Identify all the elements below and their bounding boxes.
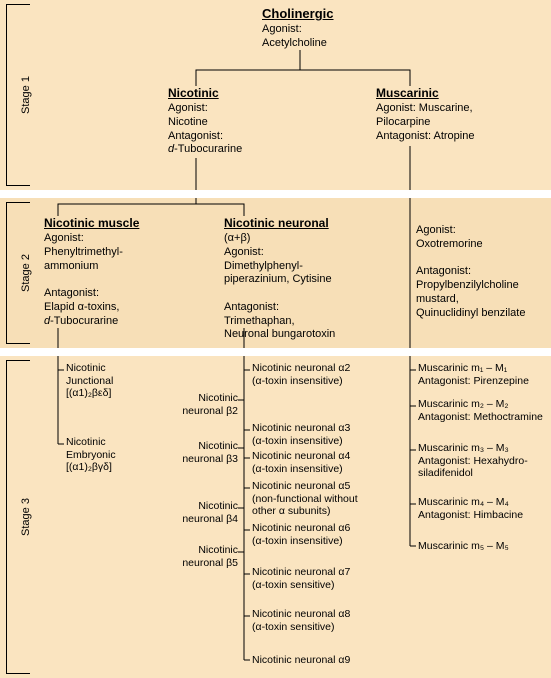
alpha-5: Nicotinic neuronal α5(non-functional wit… xyxy=(252,480,402,518)
alpha-8: Nicotinic neuronal α8(α-toxin sensitive) xyxy=(252,608,402,633)
alpha-6: Nicotinic neuronal α6(α-toxin insensitiv… xyxy=(252,522,402,547)
stage1-bracket: Stage 1 xyxy=(6,4,30,186)
muscarinic-sub-node: Agonist:OxotremorineAntagonist:Propylben… xyxy=(416,222,546,320)
stage1-label: Stage 1 xyxy=(20,72,32,118)
stage3-bracket: Stage 3 xyxy=(6,360,30,674)
alpha-7: Nicotinic neuronal α7(α-toxin sensitive) xyxy=(252,566,402,591)
stage2-label: Stage 2 xyxy=(20,250,32,296)
beta-3: Nicotinicneuronal β3 xyxy=(172,440,238,465)
musc-m3: Muscarinic m₃ – M₃Antagonist: Hexahydro-… xyxy=(418,442,546,480)
beta-4: Nicotinicneuronal β4 xyxy=(172,500,238,525)
beta-2: Nicotinicneuronal β2 xyxy=(172,392,238,417)
nicotinic-neuronal-title: Nicotinic neuronal xyxy=(224,216,384,230)
nicotinic-muscle-desc: Agonist:Phenyltrimethyl-ammoniumAntagoni… xyxy=(44,232,184,328)
alpha-3: Nicotinic neuronal α3(α-toxin insensitiv… xyxy=(252,422,402,447)
beta-5: Nicotinicneuronal β5 xyxy=(172,544,238,569)
nicotinic-muscle-node: Nicotinic muscle Agonist:Phenyltrimethyl… xyxy=(44,216,184,328)
nic-junctional: NicotinicJunctional[(α1)₂βεδ] xyxy=(66,362,166,400)
cholinergic-desc: Agonist:Acetylcholine xyxy=(262,23,432,51)
muscarinic-sub-desc: Agonist:OxotremorineAntagonist:Propylben… xyxy=(416,224,546,320)
alpha-2: Nicotinic neuronal α2(α-toxin insensitiv… xyxy=(252,362,402,387)
stage2-bracket: Stage 2 xyxy=(6,202,30,344)
muscarinic-title: Muscarinic xyxy=(376,86,536,100)
cholinergic-title: Cholinergic xyxy=(262,6,432,21)
muscarinic-desc: Agonist: Muscarine,PilocarpineAntagonist… xyxy=(376,102,536,143)
musc-m1: Muscarinic m₁ – M₁Antagonist: Pirenzepin… xyxy=(418,362,546,387)
alpha-9: Nicotinic neuronal α9 xyxy=(252,654,402,667)
nicotinic-desc: Agonist:NicotineAntagonist:d-Tubocurarin… xyxy=(168,102,318,157)
nicotinic-neuronal-desc: (α+β)Agonist:Dimethylphenyl-piperazinium… xyxy=(224,232,384,342)
nicotinic-muscle-title: Nicotinic muscle xyxy=(44,216,184,230)
nicotinic-title: Nicotinic xyxy=(168,86,318,100)
alpha-4: Nicotinic neuronal α4(α-toxin insensitiv… xyxy=(252,450,402,475)
nicotinic-neuronal-node: Nicotinic neuronal (α+β)Agonist:Dimethyl… xyxy=(224,216,384,342)
musc-m4: Muscarinic m₄ – M₄Antagonist: Himbacine xyxy=(418,496,546,521)
musc-m2: Muscarinic m₂ – M₂Antagonist: Methoctram… xyxy=(418,398,546,423)
stage-3: Stage 3 NicotinicJunctional[(α1)₂βεδ] Ni… xyxy=(0,356,551,678)
stage-1: Stage 1 Cholinergic Agonist:Acetylcholin… xyxy=(0,0,551,190)
nicotinic-node: Nicotinic Agonist:NicotineAntagonist:d-T… xyxy=(168,86,318,157)
stage-2: Stage 2 Nicotinic muscle Agonist:Phenylt… xyxy=(0,198,551,348)
stage3-label: Stage 3 xyxy=(20,494,32,540)
musc-m5: Muscarinic m₅ – M₅ xyxy=(418,540,546,553)
root-cholinergic: Cholinergic Agonist:Acetylcholine xyxy=(262,6,432,51)
nic-embryonic: NicotinicEmbryonic[(α1)₂βγδ] xyxy=(66,436,166,474)
muscarinic-node: Muscarinic Agonist: Muscarine,Pilocarpin… xyxy=(376,86,536,143)
